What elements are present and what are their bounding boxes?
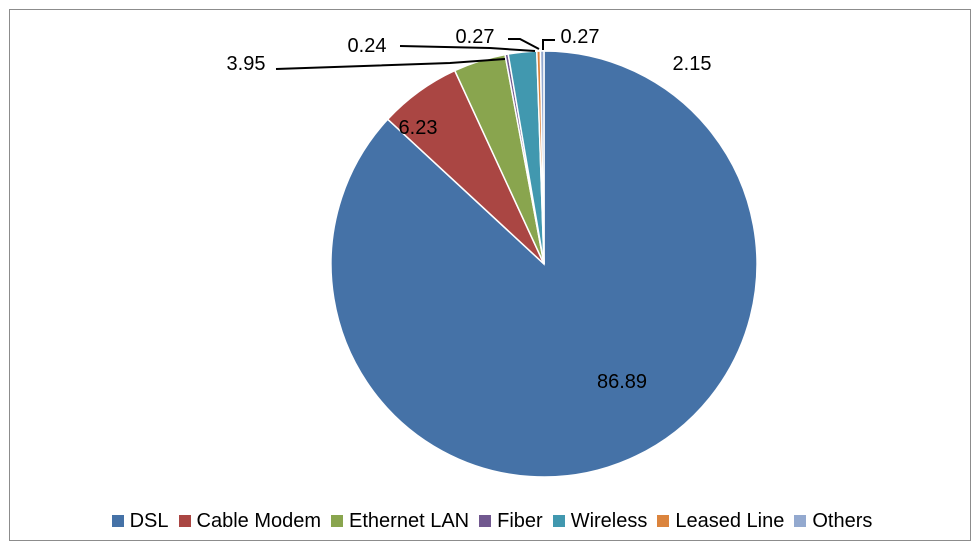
legend-item-dsl: DSL [111,509,169,533]
legend-swatch [111,515,124,527]
leader-line-ethernet-lan [275,58,506,70]
legend-item-fiber: Fiber [479,510,543,533]
legend-label: Leased Line [675,509,785,532]
legend-item-wireless: Wireless [552,509,648,533]
legend-item-others: Others [794,510,872,533]
leader-line-others [542,39,555,50]
data-label-fiber: 0.24 [348,35,387,57]
leader-line-fiber [399,45,536,52]
legend-label: Ethernet LAN [349,509,470,532]
legend-label: Fiber [497,509,543,532]
legend-label: Wireless [570,509,648,532]
legend-swatch [178,515,191,527]
legend-swatch [479,515,492,527]
legend-swatch [657,515,670,527]
pie-slice-others [539,50,545,265]
chart-legend: DSL Cable Modem Ethernet LAN Fiber Wireless L… [10,508,974,534]
legend-label: Cable Modem [196,509,322,532]
legend-item-leased-line: Leased Line [657,510,784,533]
data-label-ethernet-lan: 3.95 [227,53,266,75]
legend-item-cable-modem: Cable Modem [178,509,322,533]
data-label-cable-modem: 6.23 [399,117,438,139]
data-label-wireless: 2.15 [673,53,712,75]
legend-swatch [331,515,344,527]
leader-line-leased-line [508,38,540,50]
legend-label: DSL [129,509,169,532]
legend-item-ethernet-lan: Ethernet LAN [331,510,469,533]
data-label-leased-line: 0.27 [456,26,495,48]
legend-swatch [794,515,807,527]
data-label-dsl: 86.89 [597,371,647,393]
data-label-others: 0.27 [561,26,600,48]
legend-label: Others [812,509,873,532]
legend-swatch [552,515,565,527]
